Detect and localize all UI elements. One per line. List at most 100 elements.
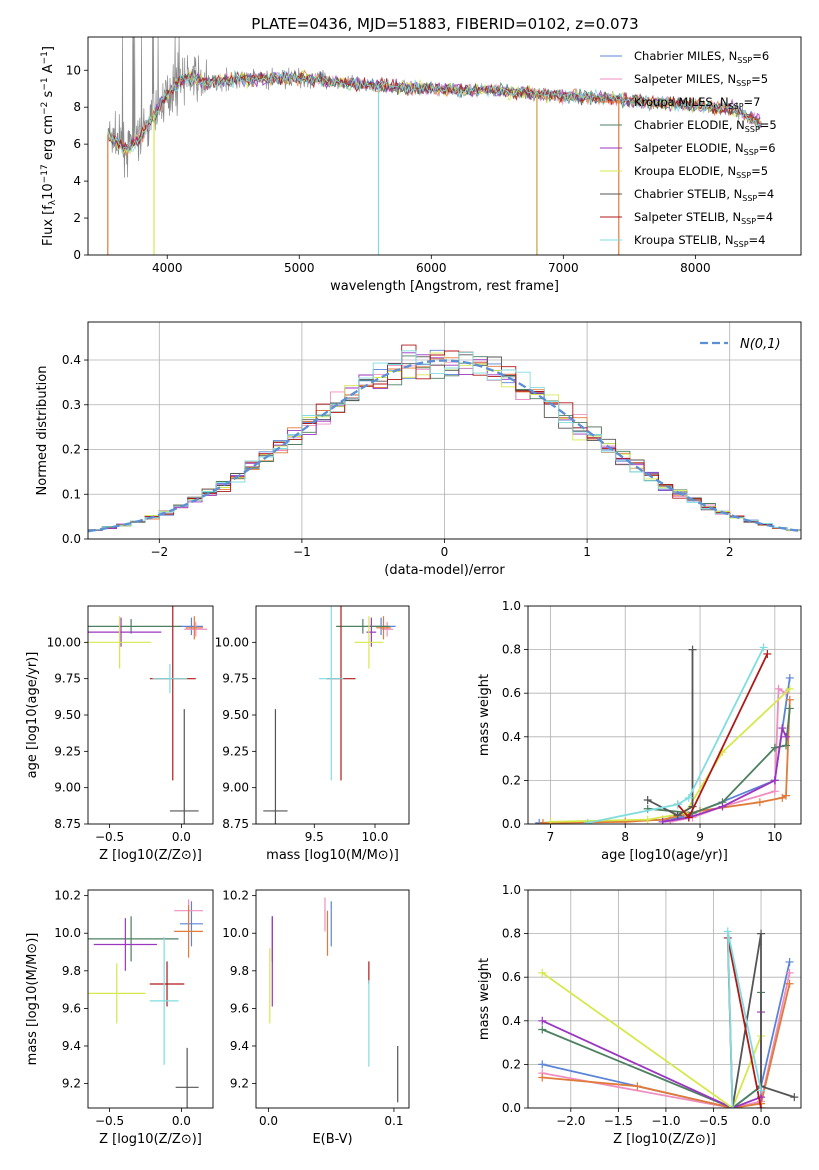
errorbar-point-2 — [376, 616, 391, 640]
x-axis-label: E(B-V) — [312, 1132, 352, 1147]
x-tick-label: 0.0 — [172, 1114, 191, 1128]
y-tick-label: 9.2 — [62, 1077, 81, 1091]
x-tick-label: 4000 — [152, 261, 183, 275]
errorbar-point-1 — [381, 621, 394, 637]
x-axis-label: Z [log10(Z/Z⊙)] — [613, 1132, 716, 1147]
weight-line-1 — [542, 972, 791, 1108]
y-tick-label: 0.3 — [62, 398, 81, 412]
weight-marker — [688, 645, 697, 654]
y-tick-label: 10.2 — [222, 889, 249, 903]
y-tick-label: 9.75 — [222, 672, 249, 686]
errorbar-point-5 — [354, 616, 384, 669]
x-tick-label: 8 — [621, 830, 629, 844]
y-tick-label: 9.6 — [62, 1001, 81, 1015]
x-tick-label: 6000 — [416, 261, 447, 275]
age-vs-mass-panel: 9.5 10.0 8.75 9.00 9.25 9.50 9.75 10.00 mass [lo… — [215, 605, 410, 863]
weight-marker — [770, 787, 779, 796]
age-vs-mass-plot-area — [263, 606, 396, 824]
weight-marker — [643, 796, 652, 805]
y-tick-label: 1.0 — [502, 883, 521, 897]
weight-line-6 — [647, 649, 694, 817]
y-tick-label: 9.25 — [222, 744, 249, 758]
x-tick-label: 0.0 — [172, 830, 191, 844]
weight-marker — [790, 1093, 799, 1102]
x-tick-label: 10 — [767, 830, 782, 844]
errorbar-point-6 — [169, 709, 199, 824]
y-tick-label: 0.4 — [502, 1014, 521, 1028]
legend-label: Salpeter ELODIE, NSSP=6 — [634, 141, 776, 157]
legend-label: Chabrier STELIB, NSSP=4 — [634, 187, 774, 203]
x-tick-label: −2.0 — [556, 1114, 585, 1128]
x-tick-label: 0.0 — [752, 1114, 771, 1128]
errorbar-point-3 — [88, 916, 179, 962]
weight-marker — [633, 1082, 642, 1091]
x-tick-label: −1 — [293, 545, 311, 559]
axes-frame — [527, 889, 802, 1109]
model-spectrum-8 — [107, 69, 761, 154]
weight-marker — [538, 1025, 547, 1034]
weight-marker — [785, 957, 794, 966]
y-axis-label: Flux [fλ10−17 erg cm−2 s−1 A−1] — [40, 46, 58, 246]
axes-frame — [87, 605, 214, 825]
x-tick-label: −0.5 — [95, 1114, 124, 1128]
residuals-panel: −2 −1 0 1 2 0.0 0.1 0.2 0.3 0.4 (data-model)/error… — [35, 321, 802, 578]
y-tick-label: 1.0 — [502, 599, 521, 613]
y-tick-label: 8.75 — [222, 817, 249, 831]
y-tick-label: 9.50 — [54, 708, 81, 722]
weight-marker — [621, 817, 630, 824]
y-tick-label: 9.50 — [222, 708, 249, 722]
weight-marker — [785, 695, 794, 704]
axes-frame — [87, 36, 802, 256]
x-axis-label: (data-model)/error — [384, 563, 505, 578]
y-tick-label: 9.4 — [230, 1039, 249, 1053]
x-tick-label: 8000 — [680, 261, 711, 275]
weight-line-5 — [550, 688, 791, 823]
weight-marker — [538, 1073, 547, 1082]
x-tick-label: −2 — [150, 545, 168, 559]
x-axis-label: mass [log10(M/M⊙)] — [266, 848, 399, 863]
y-axis-label: Normed distribution — [35, 366, 50, 496]
weight-marker — [546, 817, 555, 824]
y-tick-label: 0.0 — [502, 817, 521, 831]
weight-marker — [538, 1016, 547, 1025]
weight-marker — [763, 649, 772, 658]
weight-vs-age-plot-area — [528, 606, 801, 824]
weight-marker — [755, 798, 764, 807]
weight-marker — [785, 979, 794, 988]
weight-line-3 — [647, 708, 791, 815]
y-tick-label: 9.00 — [54, 781, 81, 795]
x-tick-label: −1.5 — [604, 1114, 633, 1128]
weight-vs-Z-plot-area — [528, 890, 801, 1108]
weight-marker — [684, 793, 693, 802]
weight-marker — [538, 1060, 547, 1069]
weight-marker — [770, 743, 779, 752]
errorbar-point-6 — [263, 709, 288, 824]
legend-label: Kroupa ELODIE, NSSP=5 — [634, 164, 768, 180]
y-tick-label: 9.8 — [230, 964, 249, 978]
weight-marker — [785, 968, 794, 977]
weight-line-8 — [587, 646, 765, 824]
legend: N(0,1) — [700, 337, 781, 352]
errorbar-point-5 — [88, 616, 152, 669]
age-vs-Z-panel: −0.5 0.0 8.75 9.00 9.25 9.50 9.75 10.00 Z [log10… — [25, 605, 214, 863]
legend-label: N(0,1) — [740, 337, 781, 352]
x-tick-label: 7 — [547, 830, 555, 844]
mass-vs-EBV-panel: 0.0 0.1 9.2 9.4 9.6 9.8 10.0 10.2 E(B-V) — [222, 889, 410, 1147]
legend-label: Chabrier MILES, NSSP=6 — [634, 49, 769, 65]
x-tick-label: 0 — [441, 545, 449, 559]
y-tick-label: 9.25 — [54, 744, 81, 758]
errorbar-point-0 — [179, 901, 203, 947]
y-tick-label: 2 — [73, 211, 81, 225]
weight-marker — [770, 776, 779, 785]
y-tick-label: 10.0 — [54, 926, 81, 940]
errorbar-point-6 — [175, 1047, 199, 1108]
y-tick-label: 0.8 — [502, 927, 521, 941]
y-tick-label: 0.2 — [502, 773, 521, 787]
errorbar-point-0 — [179, 617, 203, 636]
y-axis-label: age [log10(age/yr)] — [25, 652, 40, 779]
weight-marker — [774, 684, 783, 693]
y-tick-label: 10.0 — [222, 926, 249, 940]
x-axis-label: age [log10(age/yr)] — [601, 848, 728, 863]
mass-vs-Z-panel: −0.5 0.0 9.2 9.4 9.6 9.8 10.0 10.2 Z [log10(Z/Z⊙… — [25, 889, 214, 1147]
weight-marker — [658, 817, 667, 824]
